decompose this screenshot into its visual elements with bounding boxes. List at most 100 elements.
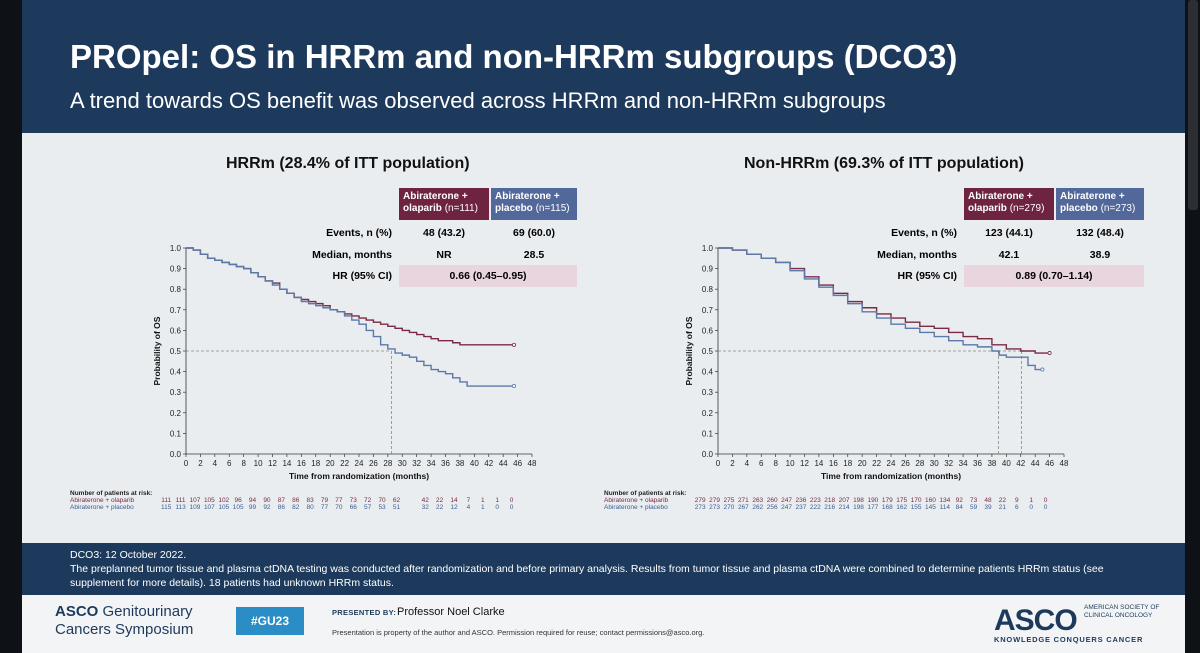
hrrm-ytick-label-10: 1.0 bbox=[170, 244, 182, 253]
hrrm-risk-olaparib-value-15: 70 bbox=[378, 497, 386, 504]
nonhrrm-panel-title: Non-HRRm (69.3% of ITT population) bbox=[744, 155, 1024, 172]
nonhrrm-risk-olaparib-value-20: 48 bbox=[984, 497, 992, 504]
nonhrrm-ytick-label-10: 1.0 bbox=[702, 244, 714, 253]
nonhrrm-risk-placebo-value-2: 270 bbox=[723, 504, 735, 511]
hrrm-risk-placebo-value-12: 70 bbox=[335, 504, 343, 511]
hrrm-xtick-label-24: 48 bbox=[528, 459, 537, 468]
nonhrrm-risk-olaparib-value-10: 207 bbox=[838, 497, 850, 504]
hrrm-risk-olaparib-value-16: 62 bbox=[392, 497, 401, 504]
hrrm-risk-olaparib-value-12: 77 bbox=[335, 497, 343, 504]
nonhrrm-risk-olaparib-value-23: 1 bbox=[1029, 497, 1033, 504]
hrrm-risk-olaparib-value-17 bbox=[404, 497, 418, 504]
hrrm-events-label: Events, n (%) bbox=[326, 227, 392, 239]
hrrm-risk-olaparib-value-9: 86 bbox=[292, 497, 300, 504]
nonhrrm-xtick-label-7: 14 bbox=[814, 459, 823, 468]
nonhrrm-risk-olaparib-value-3: 271 bbox=[737, 497, 749, 504]
hrrm-risk-olaparib-value-14: 72 bbox=[364, 497, 372, 504]
hrrm-hr-label: HR (95% CI) bbox=[332, 270, 392, 282]
hrrm-col-olaparib-header: Abiraterone + olaparib (n=111) bbox=[399, 188, 489, 220]
nonhrrm-ytick-label-8: 0.8 bbox=[702, 285, 714, 294]
hrrm-events-olaparib: 48 (43.2) bbox=[422, 227, 466, 239]
hrrm-risk-row-olaparib: Abiraterone + olaparib 111 111 107 105 102 96… bbox=[70, 497, 519, 504]
nonhrrm-series-1-censor-end bbox=[1040, 367, 1045, 372]
hrrm-risk-placebo-value-21: 4 bbox=[466, 504, 471, 511]
nonhrrm-risk-label-placebo: Abiraterone + placebo bbox=[604, 504, 668, 511]
asco-society-name: AMERICAN SOCIETY OF CLINICAL ONCOLOGY bbox=[1084, 604, 1160, 619]
hrrm-risk-placebo-value-6: 99 bbox=[248, 504, 257, 511]
nonhrrm-hr-label: HR (95% CI) bbox=[897, 270, 957, 282]
window-scrollbar[interactable] bbox=[1188, 0, 1198, 210]
hrrm-series-1-curve bbox=[186, 247, 514, 387]
hrrm-risk-olaparib-value-3: 105 bbox=[203, 497, 215, 504]
hrrm-risk-olaparib-value-8: 87 bbox=[277, 497, 285, 504]
nonhrrm-risk-olaparib-value-11: 198 bbox=[853, 497, 864, 504]
hrrm-xtick-label-17: 34 bbox=[427, 459, 436, 468]
hrrm-xtick-label-9: 18 bbox=[311, 459, 320, 468]
slide: PROpel: OS in HRRm and non-HRRm subgroup… bbox=[22, 0, 1185, 653]
nonhrrm-risk-olaparib-value-21: 22 bbox=[998, 497, 1007, 504]
nonhrrm-xtick-label-18: 36 bbox=[973, 459, 982, 468]
hrrm-xtick-label-5: 10 bbox=[254, 459, 263, 468]
hrrm-risk-olaparib-value-2: 107 bbox=[189, 497, 201, 504]
nonhrrm-ytick-label-2: 0.2 bbox=[702, 409, 714, 418]
hrrm-xtick-label-10: 20 bbox=[326, 459, 335, 468]
nonhrrm-risk-olaparib-value-14: 175 bbox=[896, 497, 908, 504]
slide-header: PROpel: OS in HRRm and non-HRRm subgroup… bbox=[22, 0, 1185, 133]
hrrm-col1-line1: Abiraterone + bbox=[403, 191, 468, 202]
nonhrrm-risk-values-olaparib: 279 279 275 271 263 260 247 236 223 218 207 198 190 1… bbox=[693, 497, 1053, 504]
hrrm-risk-olaparib-value-5: 96 bbox=[234, 497, 242, 504]
nonhrrm-risk-olaparib-value-9: 218 bbox=[824, 497, 836, 504]
hrrm-ytick-label-9: 0.9 bbox=[170, 265, 182, 274]
asco-logo: ASCO bbox=[994, 604, 1078, 637]
slide-title: PROpel: OS in HRRm and non-HRRm subgroup… bbox=[70, 38, 958, 75]
nonhrrm-xtick-label-1: 2 bbox=[730, 459, 735, 468]
hrrm-xtick-label-13: 26 bbox=[369, 459, 378, 468]
hrrm-hr-value: 0.66 (0.45–0.95) bbox=[449, 270, 527, 282]
nonhrrm-median-placebo: 38.9 bbox=[1089, 249, 1111, 261]
hrrm-xtick-label-6: 12 bbox=[268, 459, 277, 468]
hrrm-risk-placebo-value-13: 66 bbox=[349, 504, 357, 511]
nonhrrm-xtick-label-17: 34 bbox=[959, 459, 968, 468]
nonhrrm-risk-placebo-value-8: 222 bbox=[809, 504, 821, 511]
nonhrrm-risk-values-placebo: 273 273 270 267 262 256 247 237 222 216 214 198 177 1… bbox=[693, 504, 1053, 511]
nonhrrm-col1-line2: olaparib bbox=[968, 203, 1007, 214]
footnote-testing: The preplanned tumor tissue and plasma c… bbox=[70, 563, 1104, 575]
footnote-dco3: DCO3: 12 October 2022. bbox=[70, 549, 187, 561]
nonhrrm-risk-placebo-value-6: 247 bbox=[781, 504, 792, 511]
nonhrrm-xtick-label-14: 28 bbox=[915, 459, 924, 468]
nonhrrm-risk-placebo-value-7: 237 bbox=[795, 504, 807, 511]
hrrm-risk-placebo-value-4: 105 bbox=[218, 504, 230, 511]
nonhrrm-col1-n: (n=279) bbox=[1009, 203, 1045, 214]
hrrm-risk-olaparib-value-10: 83 bbox=[306, 497, 314, 504]
nonhrrm-risk-placebo-value-13: 168 bbox=[881, 504, 893, 511]
nonhrrm-risk-placebo-value-10: 214 bbox=[838, 504, 850, 511]
nonhrrm-risk-olaparib-value-17: 134 bbox=[939, 497, 951, 504]
hrrm-risk-olaparib-value-23: 1 bbox=[495, 497, 499, 504]
hrrm-ytick-label-4: 0.4 bbox=[170, 368, 182, 377]
hrrm-km-chart: 0.00.10.20.30.40.50.60.70.80.91.00 2 4 6 8 10… bbox=[152, 244, 537, 481]
nonhrrm-risk-placebo-value-16: 145 bbox=[925, 504, 936, 511]
hrrm-median-olaparib: NR bbox=[436, 249, 452, 261]
slide-footer: ASCO Genitourinary Cancers Symposium #GU… bbox=[22, 595, 1185, 653]
hrrm-col2-line2: placebo bbox=[495, 203, 533, 214]
hrrm-xtick-label-20: 40 bbox=[470, 459, 479, 468]
nonhrrm-xtick-label-3: 6 bbox=[759, 459, 764, 468]
nonhrrm-ytick-label-5: 0.5 bbox=[702, 347, 714, 356]
nonhrrm-ytick-label-7: 0.7 bbox=[702, 306, 714, 315]
hrrm-risk-olaparib-value-21: 7 bbox=[466, 497, 471, 504]
hrrm-risk-olaparib-value-1: 111 bbox=[175, 497, 186, 504]
hrrm-xtick-label-16: 32 bbox=[412, 459, 421, 468]
nonhrrm-risk-olaparib-value-18: 92 bbox=[955, 497, 963, 504]
hrrm-x-axis-label: Time from randomization (months) bbox=[289, 471, 429, 481]
nonhrrm-risk-placebo-value-19: 59 bbox=[970, 504, 978, 511]
hrrm-risk-olaparib-value-7: 90 bbox=[263, 497, 271, 504]
nonhrrm-ytick-label-4: 0.4 bbox=[702, 368, 714, 377]
nonhrrm-risk-olaparib-value-6: 247 bbox=[781, 497, 792, 504]
nonhrrm-xtick-label-6: 12 bbox=[800, 459, 809, 468]
hrrm-risk-olaparib-value-22: 1 bbox=[480, 497, 485, 504]
hrrm-risk-olaparib-value-6: 94 bbox=[248, 497, 257, 504]
hrrm-xtick-label-4: 8 bbox=[241, 459, 246, 468]
nonhrrm-xtick-label-15: 30 bbox=[930, 459, 939, 468]
gu23-hashtag-badge: #GU23 bbox=[236, 607, 304, 635]
nonhrrm-col1-line1: Abiraterone + bbox=[968, 191, 1033, 202]
